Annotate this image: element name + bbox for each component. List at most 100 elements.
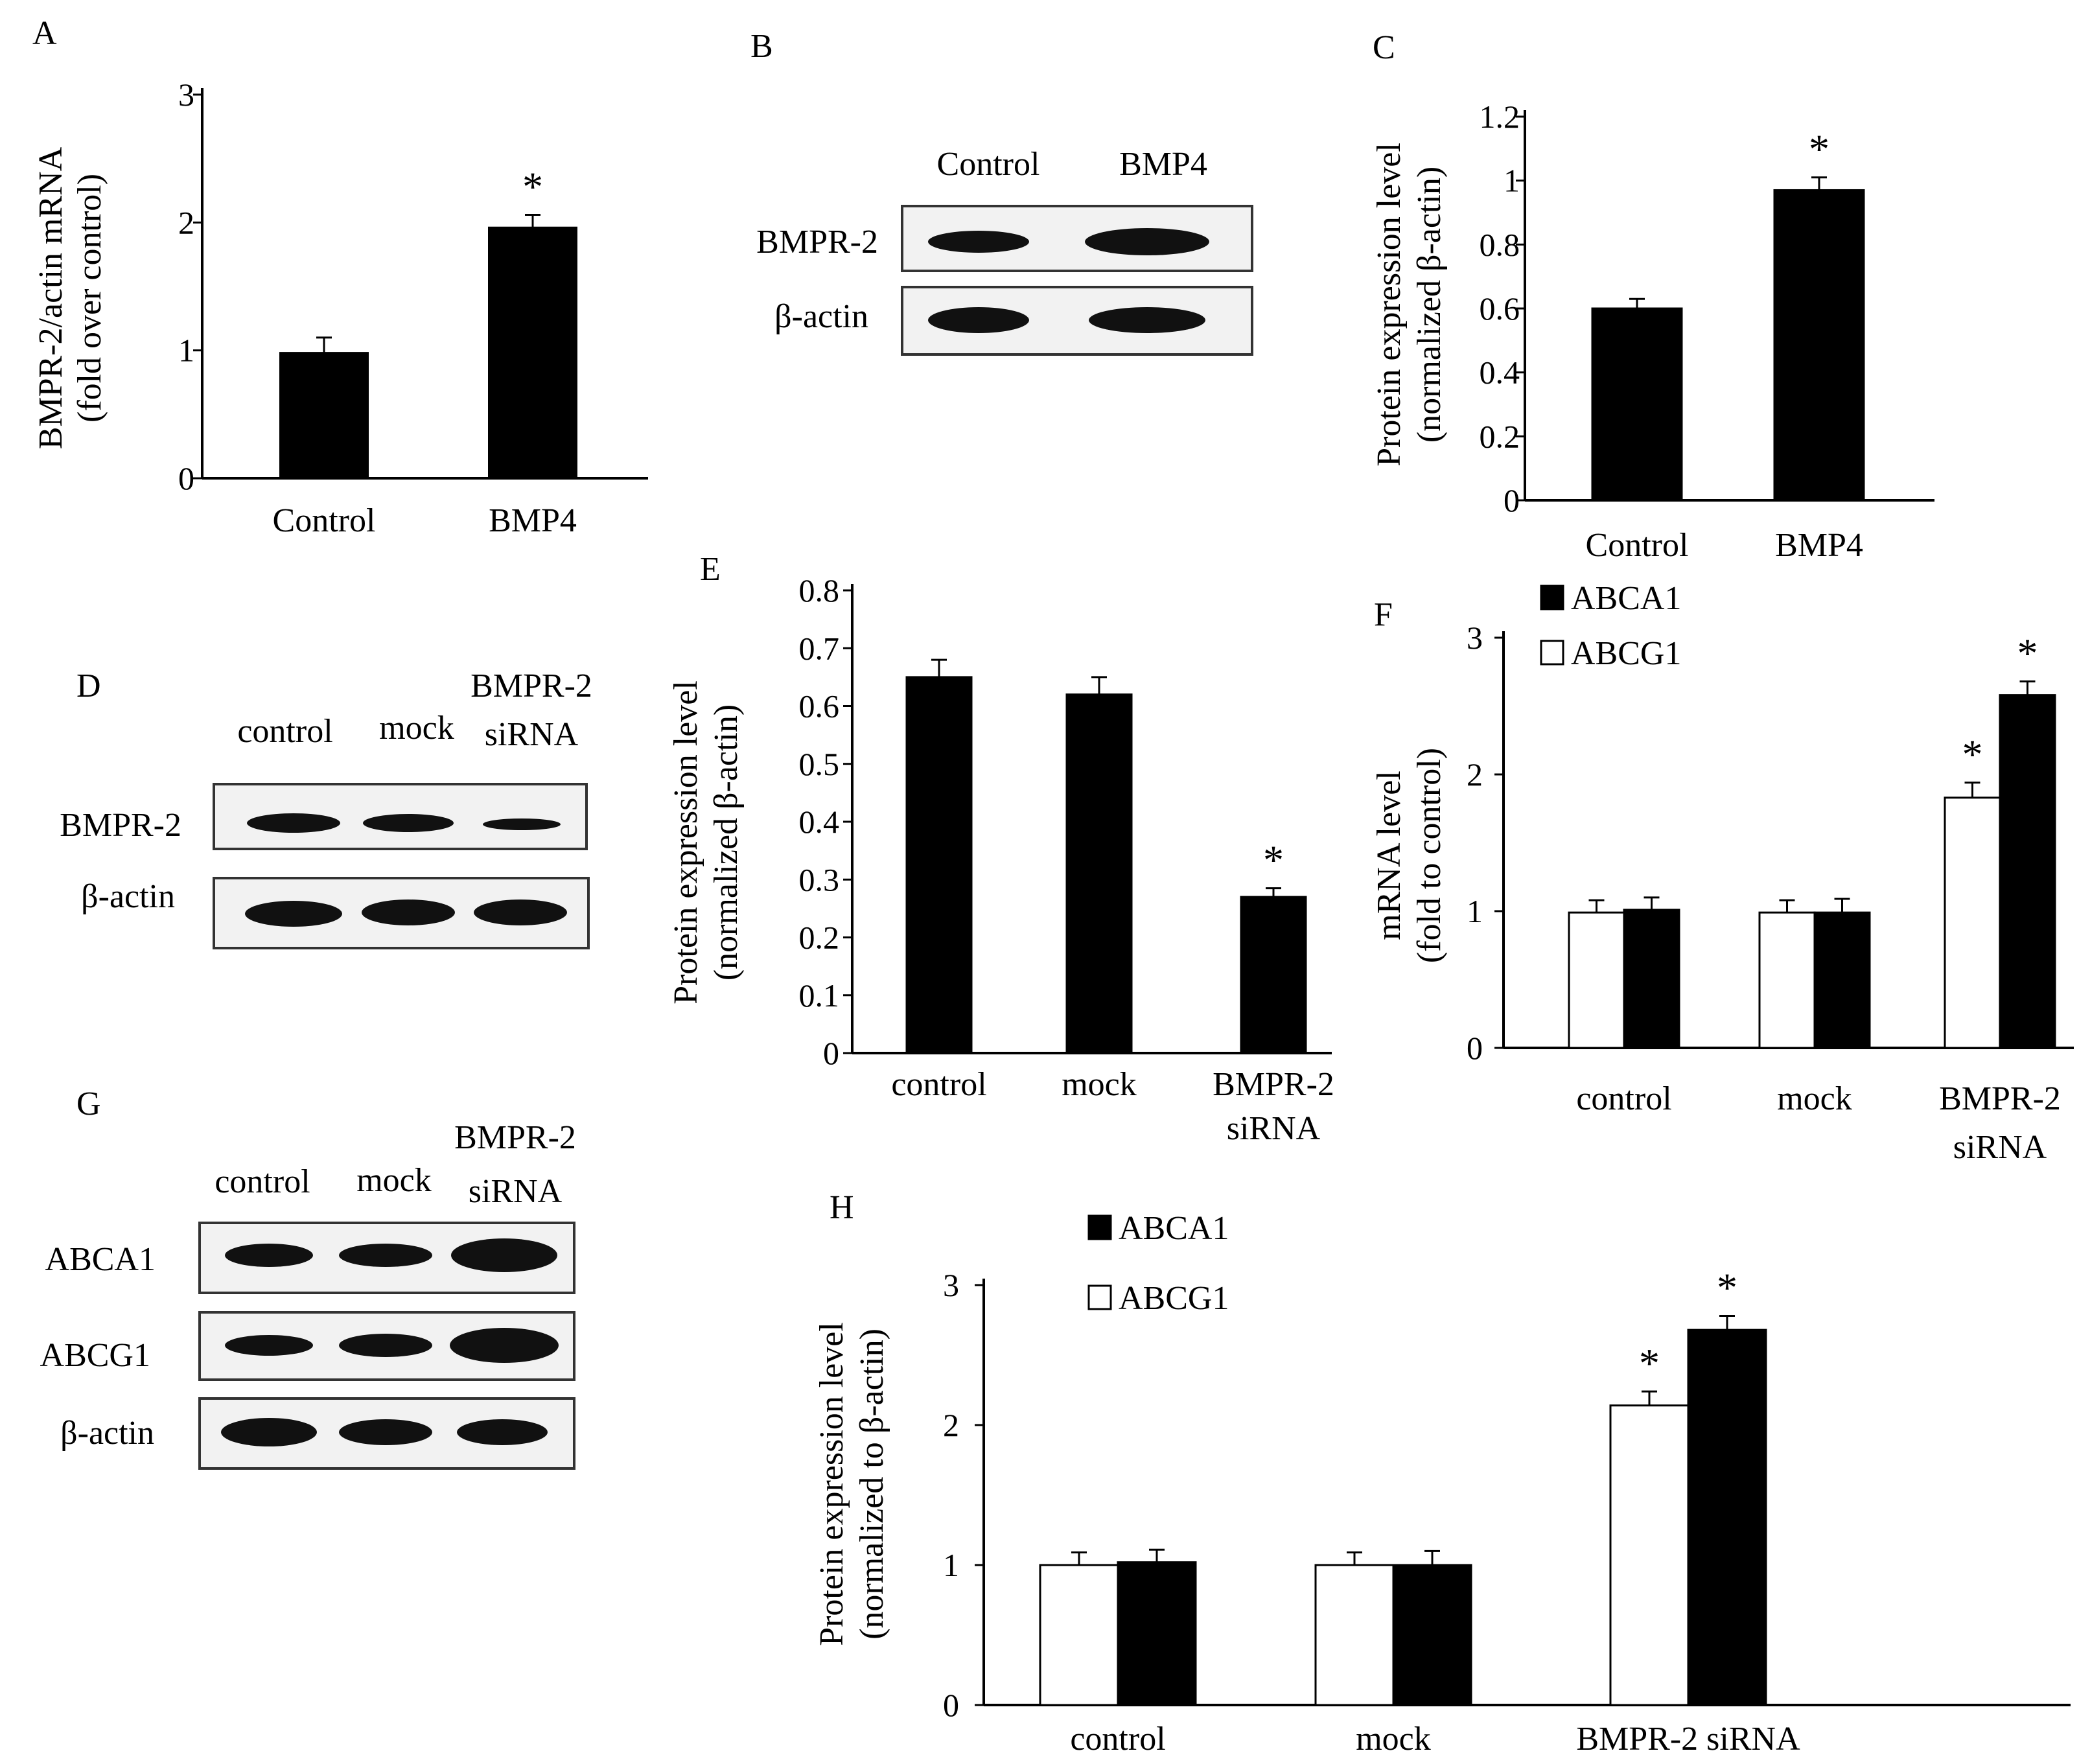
- y-tick-label: 1.2: [1480, 99, 1520, 135]
- x-category-label: siRNA: [1227, 1110, 1321, 1147]
- blot-band: [928, 307, 1029, 333]
- panel-e-ylabel-line1: Protein expression level: [668, 680, 704, 1004]
- y-tick-label: 0.6: [1480, 290, 1520, 327]
- bar: [905, 676, 973, 1054]
- y-tick-label: 0.8: [799, 572, 840, 609]
- panel-c: C Protein expression level (normalized β…: [1371, 29, 1448, 467]
- bar: [488, 226, 577, 480]
- y-tick-label: 0: [1467, 1030, 1483, 1066]
- panel-letter-d: D: [76, 667, 101, 704]
- x-category-label: mock: [1777, 1080, 1852, 1117]
- blot-g-row-label: β-actin: [60, 1415, 154, 1452]
- y-tick-label: 0.1: [799, 977, 840, 1014]
- bar: [1039, 1564, 1119, 1706]
- x-category-label: BMPR-2: [1213, 1066, 1334, 1103]
- blot-d-row-label: BMPR-2: [60, 807, 181, 844]
- panel-letter-g: G: [76, 1085, 101, 1122]
- x-category-label: BMPR-2: [1939, 1080, 2061, 1117]
- y-tick-label: 2: [1467, 756, 1483, 793]
- blot-band: [339, 1244, 432, 1267]
- bar: [1568, 911, 1625, 1049]
- panel-f-ylabel-line1: mRNA level: [1371, 771, 1408, 940]
- legend-swatch: [1540, 585, 1564, 610]
- y-tick-label: 2: [943, 1407, 959, 1443]
- legend-swatch: [1540, 640, 1564, 666]
- panel-a-ylabel-line2: (fold over control): [71, 174, 108, 423]
- y-tick-label: 0: [823, 1035, 839, 1071]
- panel-e: E Protein expression level (normalized β…: [668, 551, 745, 1004]
- x-category-label: BMP4: [489, 502, 577, 539]
- x-category-label: siRNA: [1953, 1129, 2047, 1166]
- blot-band: [928, 231, 1029, 253]
- x-category-label: control: [891, 1066, 986, 1103]
- y-tick-label: 0.2: [799, 920, 840, 956]
- x-category-label: Control: [1586, 527, 1689, 564]
- x-category-label: Control: [273, 502, 376, 539]
- panel-g-western-blot: G control mock BMPR-2 siRNA ABCA1 ABCG1 …: [40, 1085, 576, 1470]
- blot-band: [457, 1419, 548, 1445]
- blot-b-lane-label: Control: [937, 146, 1040, 183]
- bar: [279, 352, 369, 480]
- blot-d-lane-label: siRNA: [485, 716, 579, 753]
- bar: [1609, 1404, 1690, 1706]
- bar: [1999, 694, 2056, 1049]
- y-tick-label: 3: [1467, 620, 1483, 656]
- x-category-label: mock: [1356, 1721, 1431, 1758]
- bar: [1758, 911, 1816, 1049]
- y-tick-label: 0: [178, 460, 194, 496]
- panel-h: H Protein expression level (normalized t…: [813, 1189, 890, 1646]
- y-tick-label: 0: [943, 1687, 959, 1723]
- blot-g-lane-label: mock: [356, 1162, 432, 1199]
- blot-band: [474, 899, 567, 925]
- y-tick-label: 0.8: [1480, 226, 1520, 262]
- blot-d-lane-label: mock: [379, 710, 454, 747]
- blot-g-row-label: ABCG1: [40, 1337, 150, 1374]
- panel-f-ylabel-line2: (fold to control): [1411, 748, 1448, 963]
- legend-label: ABCA1: [1119, 1210, 1229, 1247]
- y-tick-label: 3: [943, 1267, 959, 1303]
- panel-h-ylabel-line1: Protein expression level: [813, 1322, 850, 1646]
- bar: [1240, 896, 1307, 1054]
- bar: [1314, 1564, 1395, 1706]
- panel-a-ylabel-line1: BMPR-2/actin mRNA: [32, 146, 69, 449]
- blot-band: [1089, 307, 1205, 333]
- panel-d-western-blot: D control mock BMPR-2 siRNA BMPR-2 β-act…: [60, 667, 592, 949]
- blot-g-lane-label: siRNA: [469, 1173, 563, 1210]
- blot-band: [1085, 228, 1209, 255]
- blot-band: [225, 1335, 313, 1356]
- y-tick-label: 1: [178, 332, 194, 369]
- panel-letter-c: C: [1373, 29, 1395, 66]
- x-category-label: control: [1070, 1721, 1165, 1758]
- panel-e-ylabel-line2: (normalized β-actin): [708, 704, 745, 981]
- panel-letter-f: F: [1374, 596, 1393, 633]
- blot-d-lane-label: BMPR-2: [470, 667, 592, 704]
- y-tick-label: 0.4: [799, 804, 840, 840]
- bar: [1687, 1329, 1767, 1706]
- blot-g-lane-label: control: [215, 1163, 310, 1200]
- legend-swatch: [1087, 1214, 1112, 1240]
- y-tick-label: 2: [178, 204, 194, 240]
- blot-band: [339, 1419, 432, 1445]
- blot-band: [362, 899, 455, 925]
- y-tick-label: 3: [178, 76, 194, 113]
- legend-label: ABCG1: [1119, 1280, 1229, 1317]
- blot-b-row-label: β-actin: [774, 298, 868, 335]
- blot-band: [451, 1238, 557, 1272]
- blot-band: [339, 1334, 432, 1357]
- blot-band: [363, 814, 454, 832]
- blot-b-row-label: BMPR-2: [756, 224, 878, 261]
- panel-letter-h: H: [830, 1189, 854, 1226]
- panel-letter-a: A: [32, 15, 57, 52]
- panel-letter-e: E: [700, 551, 721, 588]
- panel-f: F mRNA level (fold to control): [1371, 596, 1448, 963]
- bar: [1591, 307, 1683, 502]
- blot-band: [225, 1244, 313, 1267]
- panel-h-ylabel-line2: (normalized to β-actin): [854, 1329, 890, 1640]
- y-tick-label: 0.2: [1480, 418, 1520, 454]
- blot-band: [450, 1328, 559, 1363]
- blot-d-lane-label: control: [237, 713, 332, 750]
- bar: [1623, 909, 1680, 1049]
- blot-b-lane-label: BMP4: [1119, 146, 1207, 183]
- bar: [1773, 189, 1865, 502]
